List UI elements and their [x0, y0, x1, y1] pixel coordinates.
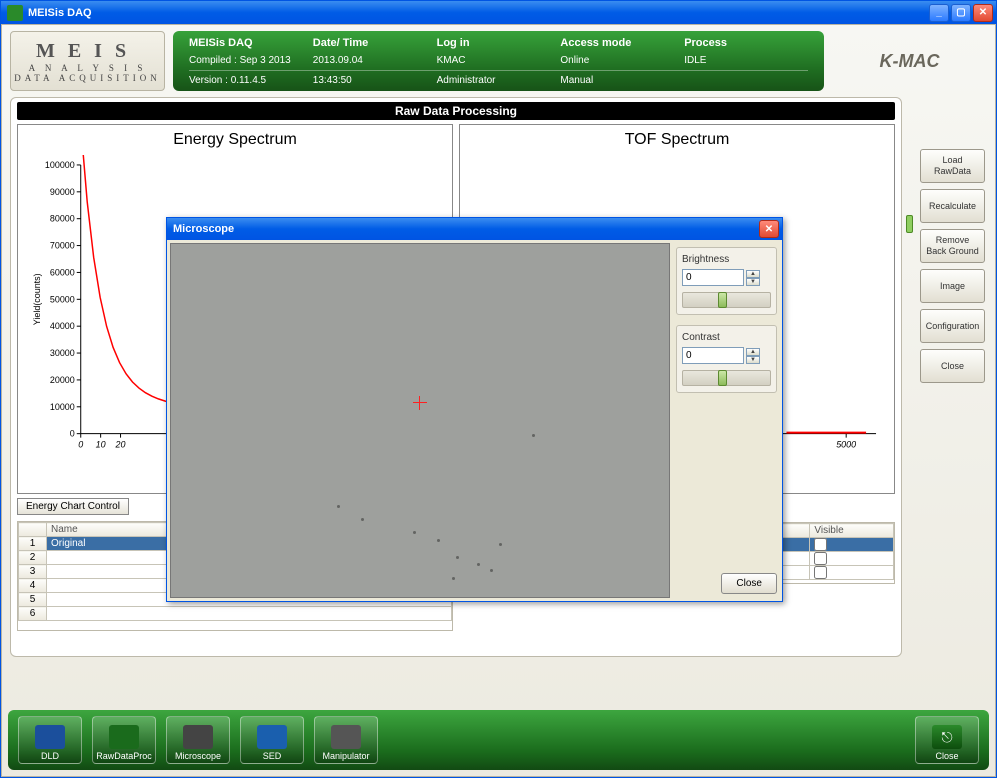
energy-title: Energy Spectrum: [18, 125, 452, 151]
crosshair-icon: [413, 396, 427, 410]
banner-value: KMAC: [437, 53, 561, 68]
contrast-label: Contrast: [682, 332, 771, 343]
brightness-group: Brightness ▲▼: [676, 247, 777, 315]
svg-text:10: 10: [96, 440, 106, 450]
side-button[interactable]: Recalculate: [920, 189, 985, 223]
banner-value: Version : 0.11.4.5: [189, 73, 313, 88]
logo-line2: A N A L Y S I S: [29, 63, 147, 73]
svg-text:100000: 100000: [45, 160, 75, 170]
footer-button[interactable]: Microscope: [166, 716, 230, 764]
visible-checkbox[interactable]: [814, 566, 827, 579]
app-titlebar[interactable]: MEISis DAQ _ ▢ ✕: [1, 1, 996, 24]
app-title: MEISis DAQ: [28, 7, 929, 19]
microscope-side-panel: Brightness ▲▼ Contrast ▲▼: [674, 243, 779, 598]
header: MEIS A N A L Y S I S DATA ACQUISITION ME…: [2, 25, 995, 93]
side-button[interactable]: RemoveBack Ground: [920, 229, 985, 263]
brightness-spinner[interactable]: ▲▼: [746, 270, 760, 286]
microscope-titlebar[interactable]: Microscope ✕: [167, 218, 782, 240]
footer-button[interactable]: SED: [240, 716, 304, 764]
visible-checkbox[interactable]: [814, 538, 827, 551]
logo-line3: DATA ACQUISITION: [14, 73, 161, 83]
svg-text:90000: 90000: [50, 187, 75, 197]
banner-value: 13:43:50: [313, 73, 437, 88]
close-button[interactable]: ✕: [973, 4, 993, 22]
side-button[interactable]: Close: [920, 349, 985, 383]
microscope-close-icon[interactable]: ✕: [759, 220, 779, 238]
maximize-button[interactable]: ▢: [951, 4, 971, 22]
contrast-group: Contrast ▲▼: [676, 325, 777, 393]
banner-value: Online: [560, 53, 684, 68]
microscope-close-button[interactable]: Close: [721, 573, 777, 594]
svg-text:40000: 40000: [50, 321, 75, 331]
footer-close-label: Close: [935, 751, 958, 761]
brightness-input[interactable]: [682, 269, 744, 286]
svg-text:20000: 20000: [50, 375, 75, 385]
footer-close-button[interactable]: ⎋ Close: [915, 716, 979, 764]
contrast-slider[interactable]: [682, 370, 771, 386]
banner-value: Compiled : Sep 3 2013: [189, 53, 313, 68]
status-banner: MEISis DAQDate/ TimeLog inAccess modePro…: [173, 31, 824, 91]
banner-head: Process: [684, 36, 808, 51]
side-button[interactable]: Image: [920, 269, 985, 303]
side-panel: LoadRawData Recalculate RemoveBack Ground I…: [920, 149, 985, 383]
svg-text:5000: 5000: [836, 440, 856, 450]
footer-toolbar: DLDRawDataProcMicroscopeSEDManipulator ⎋…: [8, 710, 989, 770]
banner-head: MEISis DAQ: [189, 36, 313, 51]
contrast-spinner[interactable]: ▲▼: [746, 348, 760, 364]
window-buttons: _ ▢ ✕: [929, 4, 993, 22]
footer-button[interactable]: Manipulator: [314, 716, 378, 764]
svg-text:Yield(counts): Yield(counts): [32, 273, 42, 325]
logo: MEIS A N A L Y S I S DATA ACQUISITION: [10, 31, 165, 91]
footer-button[interactable]: DLD: [18, 716, 82, 764]
svg-text:30000: 30000: [50, 348, 75, 358]
tof-title: TOF Spectrum: [460, 125, 894, 151]
brightness-label: Brightness: [682, 254, 771, 265]
banner-head: Log in: [437, 36, 561, 51]
kmac-label: K-MAC: [880, 51, 940, 72]
svg-text:80000: 80000: [50, 214, 75, 224]
banner-value: 2013.09.04: [313, 53, 437, 68]
svg-text:10000: 10000: [50, 402, 75, 412]
banner-value: Administrator: [437, 73, 561, 88]
svg-text:0: 0: [78, 440, 83, 450]
svg-text:50000: 50000: [50, 294, 75, 304]
banner-value: IDLE: [684, 53, 808, 68]
banner-value: [684, 73, 808, 88]
microscope-title: Microscope: [173, 223, 759, 235]
slider-handle[interactable]: [906, 215, 913, 233]
logo-line1: MEIS: [36, 40, 139, 63]
kmac-logo: K-MAC: [832, 31, 987, 91]
banner-head: Access mode: [560, 36, 684, 51]
side-button[interactable]: Configuration: [920, 309, 985, 343]
svg-text:60000: 60000: [50, 267, 75, 277]
svg-text:20: 20: [115, 440, 126, 450]
svg-text:70000: 70000: [50, 241, 75, 251]
app-icon: [7, 5, 23, 21]
brightness-slider[interactable]: [682, 292, 771, 308]
visible-checkbox[interactable]: [814, 552, 827, 565]
contrast-input[interactable]: [682, 347, 744, 364]
microscope-dialog: Microscope ✕ Brightness ▲▼: [166, 217, 783, 602]
app-body: MEIS A N A L Y S I S DATA ACQUISITION ME…: [1, 24, 996, 777]
microscope-view[interactable]: [170, 243, 670, 598]
svg-text:0: 0: [70, 429, 75, 439]
banner-head: Date/ Time: [313, 36, 437, 51]
banner-value: Manual: [560, 73, 684, 88]
main-title: Raw Data Processing: [17, 102, 895, 120]
side-button[interactable]: LoadRawData: [920, 149, 985, 183]
footer-button[interactable]: RawDataProc: [92, 716, 156, 764]
minimize-button[interactable]: _: [929, 4, 949, 22]
app-window: MEISis DAQ _ ▢ ✕ MEIS A N A L Y S I S DA…: [0, 0, 997, 778]
energy-chart-control-button[interactable]: Energy Chart Control: [17, 498, 129, 515]
